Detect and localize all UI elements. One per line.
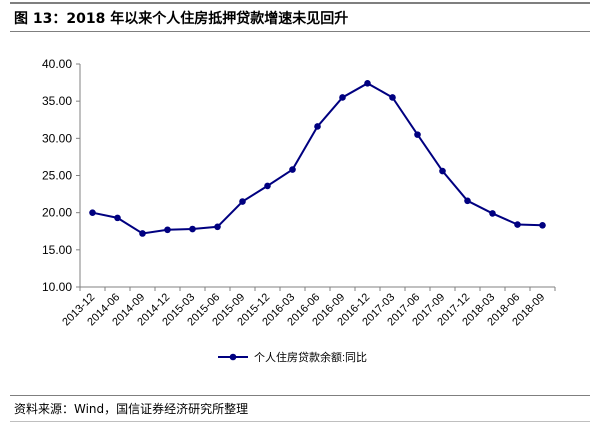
data-point xyxy=(139,230,146,237)
data-point xyxy=(339,94,346,101)
footer-rule xyxy=(10,421,590,422)
data-point xyxy=(489,210,496,217)
data-point xyxy=(114,214,121,222)
y-tick-label: 40.00 xyxy=(42,57,72,71)
data-point xyxy=(89,209,96,216)
data-point xyxy=(289,166,296,173)
source-note: 资料来源：Wind，国信证券经济研究所整理 xyxy=(14,402,249,416)
legend-label: 个人住房贷款余额:同比 xyxy=(254,350,367,364)
data-point xyxy=(414,131,421,138)
figure-title: 图 13：2018 年以来个人住房抵押贷款增速未见回升 xyxy=(14,11,349,27)
data-point xyxy=(364,80,371,87)
data-point xyxy=(514,221,521,228)
title-rule xyxy=(10,31,590,32)
data-point xyxy=(539,222,546,229)
data-point xyxy=(389,94,396,101)
y-tick-label: 15.00 xyxy=(42,243,72,257)
data-point xyxy=(464,197,471,205)
top-rule xyxy=(10,2,590,4)
data-point xyxy=(214,223,221,231)
legend-marker xyxy=(229,353,237,361)
data-point xyxy=(189,225,196,233)
y-tick-label: 10.00 xyxy=(42,280,72,294)
data-point xyxy=(439,167,446,175)
y-tick-label: 20.00 xyxy=(42,206,72,220)
data-point xyxy=(264,182,271,190)
data-point xyxy=(314,123,321,130)
series-line xyxy=(92,82,543,235)
y-tick-label: 35.00 xyxy=(42,94,72,108)
y-tick-label: 25.00 xyxy=(42,169,72,183)
line-chart: 10.0015.0020.0025.0030.0035.0040.002013-… xyxy=(42,57,556,364)
data-point xyxy=(239,198,246,205)
y-tick-label: 30.00 xyxy=(42,131,72,145)
bottom-rule xyxy=(10,395,590,396)
data-point xyxy=(164,226,171,234)
